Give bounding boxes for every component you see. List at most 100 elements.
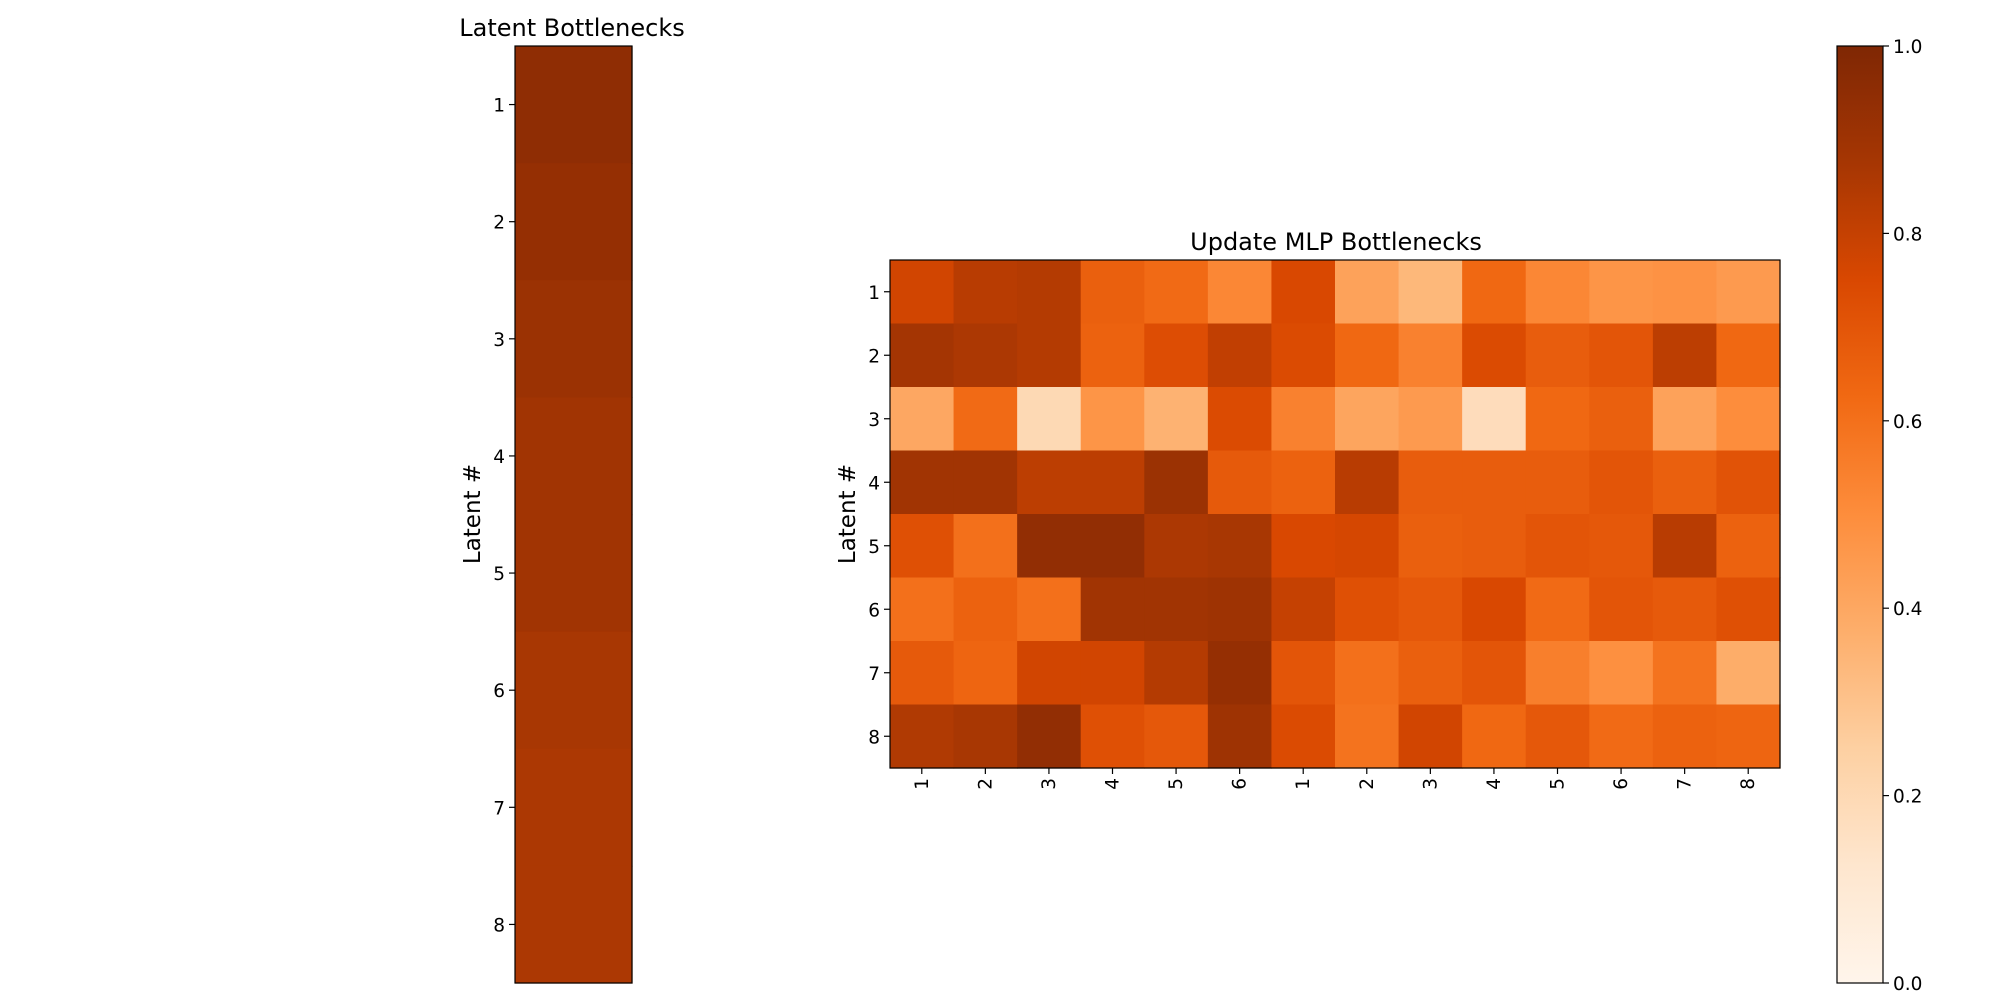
update-mlp-bottlenecks-cell [1017,577,1082,642]
update-mlp-bottlenecks-cell [1462,387,1527,452]
update-mlp-bottlenecks-cell [1017,260,1082,325]
update-mlp-bottlenecks-cell [1652,387,1718,452]
update-mlp-bottlenecks-cell [1652,577,1718,642]
update-mlp-bottlenecks-cell [1271,514,1336,579]
update-mlp-bottlenecks-y-tick-label: 3 [868,410,880,431]
latent-bottlenecks-y-label: Latent # [460,464,486,564]
latent-bottlenecks-y-tick-label: 8 [493,915,505,936]
latent-bottlenecks-y-tick-label: 2 [493,213,505,234]
update-mlp-bottlenecks-cell [1589,260,1654,325]
update-mlp-bottlenecks-cell [1271,387,1336,452]
latent-bottlenecks-cell [515,280,633,398]
update-mlp-bottlenecks-cell [1335,577,1400,642]
update-mlp-bottlenecks-cell [1652,323,1718,388]
update-mlp-bottlenecks-frame [889,259,1781,769]
colorbar-gradient [1836,45,1884,984]
update-mlp-bottlenecks-x-tick-label: 3 [1420,778,1441,790]
update-mlp-bottlenecks-cell [1271,577,1336,642]
latent-bottlenecks-cell [515,46,633,164]
update-mlp-bottlenecks-cell [1080,387,1145,452]
update-mlp-bottlenecks-cell [1271,704,1336,769]
latent-bottlenecks-cell [515,748,633,867]
update-mlp-bottlenecks-cell [1207,577,1273,642]
update-mlp-bottlenecks-cell [1144,450,1209,515]
update-mlp-bottlenecks-x-tick-label: 1 [1293,778,1314,790]
update-mlp-bottlenecks-cell [953,260,1018,325]
update-mlp-bottlenecks-cell [1017,704,1082,769]
update-mlp-bottlenecks-cell [890,641,955,706]
update-mlp-bottlenecks-cell [1335,450,1400,515]
update-mlp-bottlenecks-cell [1144,514,1209,579]
update-mlp-bottlenecks-cell [1207,514,1273,579]
update-mlp-bottlenecks-cell [1017,514,1082,579]
update-mlp-bottlenecks-cell [1144,387,1209,452]
update-mlp-bottlenecks-cell [1271,260,1336,325]
update-mlp-bottlenecks-cell [1207,641,1273,706]
update-mlp-bottlenecks-cell [1716,704,1781,769]
latent-bottlenecks-y-tick-label: 1 [493,96,505,117]
update-mlp-bottlenecks-cell [1335,260,1400,325]
update-mlp-bottlenecks-cell [1335,514,1400,579]
update-mlp-bottlenecks-cell [1652,641,1718,706]
update-mlp-bottlenecks-cell [1398,641,1463,706]
update-mlp-bottlenecks-cell [953,450,1018,515]
latent-bottlenecks-cell [515,397,633,516]
latent-bottlenecks-y-tick-label: 5 [493,564,505,585]
update-mlp-bottlenecks-cell [1335,323,1400,388]
update-mlp-bottlenecks-cell [1017,641,1082,706]
update-mlp-bottlenecks-cell [1017,323,1082,388]
update-mlp-bottlenecks-cell [1462,260,1527,325]
update-mlp-bottlenecks-x-tick-label: 1 [912,778,933,790]
update-mlp-bottlenecks-cell [890,704,955,769]
update-mlp-bottlenecks-cell [1080,704,1145,769]
latent-bottlenecks-cell [515,514,633,633]
update-mlp-bottlenecks-cell [953,514,1018,579]
update-mlp-bottlenecks-cell [1271,641,1336,706]
update-mlp-bottlenecks-cell [890,387,955,452]
update-mlp-bottlenecks-cell [1207,704,1273,769]
update-mlp-bottlenecks-cell [1716,641,1781,706]
update-mlp-bottlenecks-cell [1525,641,1590,706]
latent-bottlenecks-cells [515,46,633,984]
update-mlp-bottlenecks-y-label: Latent # [835,464,861,564]
update-mlp-bottlenecks-cell [1017,387,1082,452]
update-mlp-bottlenecks-cell [953,641,1018,706]
latent-bottlenecks-y-tick-label: 3 [493,330,505,351]
update-mlp-bottlenecks-x-tick-label: 3 [1039,778,1060,790]
update-mlp-bottlenecks-cell [1589,387,1654,452]
update-mlp-bottlenecks-y-tick-label: 4 [868,473,880,494]
update-mlp-bottlenecks-cell [1144,704,1209,769]
update-mlp-bottlenecks-cell [1398,450,1463,515]
update-mlp-bottlenecks-x-tick-label: 2 [975,778,996,790]
update-mlp-bottlenecks-cell [1398,323,1463,388]
colorbar: 0.0 0.2 0.4 0.6 0.8 1.0 [1836,37,1922,995]
update-mlp-bottlenecks-cell [1144,641,1209,706]
update-mlp-bottlenecks-cell [1589,514,1654,579]
update-mlp-bottlenecks-cell [1271,323,1336,388]
update-mlp-bottlenecks-cell [890,260,955,325]
update-mlp-bottlenecks-cell [1398,514,1463,579]
update-mlp-bottlenecks-cell [1462,641,1527,706]
update-mlp-bottlenecks-cell [1207,323,1273,388]
colorbar-tick-label: 0.8 [1893,224,1922,245]
update-mlp-bottlenecks-cell [1271,450,1336,515]
latent-bottlenecks-cell [515,865,633,984]
update-mlp-bottlenecks-cell [1335,387,1400,452]
update-mlp-bottlenecks-cell [1716,323,1781,388]
update-mlp-bottlenecks-cell [1652,450,1718,515]
update-mlp-bottlenecks-cells [890,260,1781,769]
update-mlp-bottlenecks-cell [890,323,955,388]
update-mlp-bottlenecks-cell [1398,577,1463,642]
update-mlp-bottlenecks-y-tick-label: 7 [868,664,880,685]
latent-bottlenecks-y-tick-label: 4 [493,447,505,468]
update-mlp-bottlenecks-cell [1080,323,1145,388]
colorbar-tick-label: 0.4 [1893,599,1922,620]
update-mlp-bottlenecks-cell [1652,514,1718,579]
update-mlp-bottlenecks-cell [1335,641,1400,706]
update-mlp-bottlenecks-cell [1525,514,1590,579]
update-mlp-bottlenecks-cell [890,577,955,642]
update-mlp-bottlenecks-cell [1335,704,1400,769]
update-mlp-bottlenecks-y-tick-label: 5 [868,537,880,558]
update-mlp-bottlenecks-cell [890,450,955,515]
